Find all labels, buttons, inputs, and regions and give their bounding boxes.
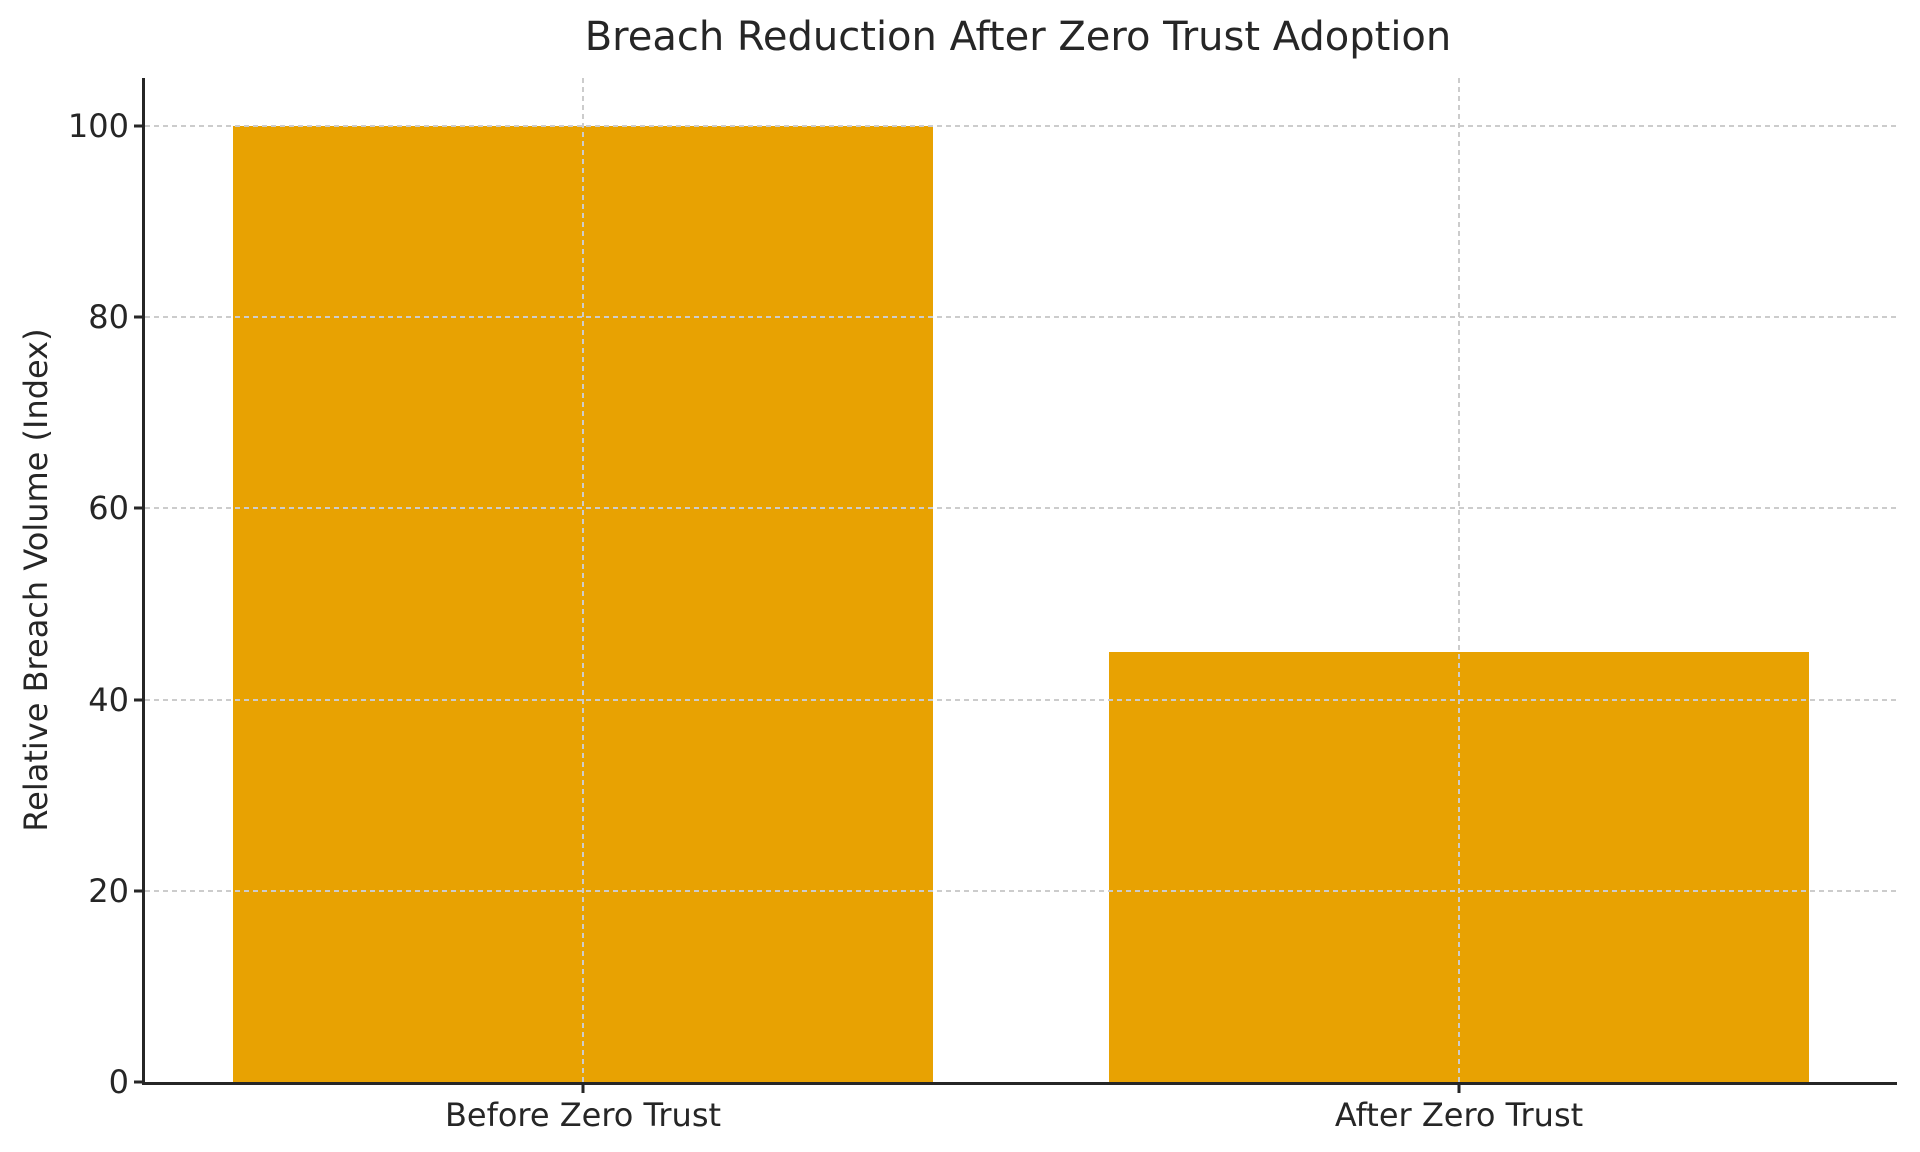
y-tick-mark (134, 889, 142, 893)
y-tick-label: 100 (67, 106, 129, 145)
plot-area: 0 20 40 60 80 100 Before Zero Trust After Zero … (68, 78, 1897, 1134)
x-tick-mark (1457, 1085, 1461, 1093)
y-tick-mark (134, 315, 142, 319)
y-tick-label: 80 (88, 298, 129, 337)
h-gridline (145, 698, 1897, 701)
x-tick-label: Before Zero Trust (444, 1096, 722, 1134)
x-tick-mark (581, 1085, 585, 1093)
y-tick-mark (134, 124, 142, 128)
chart-title: Breach Reduction After Zero Trust Adopti… (584, 14, 1452, 60)
y-tick-label: 20 (88, 871, 129, 910)
y-tick-label: 40 (88, 680, 129, 719)
y-tick-mark (134, 506, 142, 510)
y-tick-mark (134, 698, 142, 702)
h-gridline (145, 889, 1897, 892)
v-gridline (582, 78, 584, 1082)
y-tick-label: 60 (88, 489, 129, 528)
x-tick-label: After Zero Trust (1334, 1096, 1584, 1134)
y-tick-label: 0 (108, 1063, 129, 1101)
h-gridline (145, 124, 1897, 127)
v-gridline (1458, 78, 1460, 1082)
y-tick-mark (134, 1080, 142, 1084)
y-axis-label: Relative Breach Volume (Index) (17, 328, 55, 832)
h-gridline (145, 316, 1897, 319)
h-gridline (145, 507, 1897, 510)
